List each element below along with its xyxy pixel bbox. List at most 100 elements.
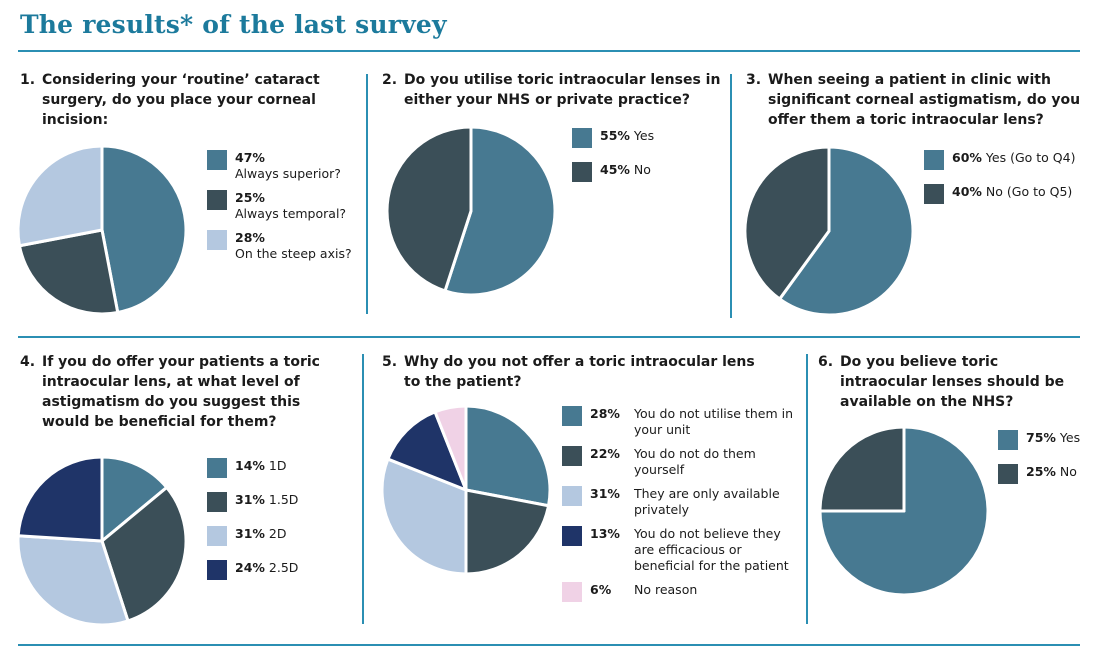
question-number: 5. <box>382 354 398 370</box>
legend-swatch <box>207 458 227 478</box>
pie-slice <box>100 485 188 623</box>
legend-label: Yes <box>1059 430 1081 445</box>
question-number: 1. <box>20 72 36 88</box>
legend-swatch <box>998 464 1018 484</box>
question-2-title: 2. Do you utilise toric intraocular lens… <box>382 70 722 110</box>
bottom-rule <box>18 644 1080 646</box>
question-6-legend: 75% Yes 25% No <box>998 430 1098 498</box>
legend-item: 13% You do not believe they are efficacio… <box>562 526 802 574</box>
legend-swatch <box>562 406 582 426</box>
pie-slice <box>743 145 831 301</box>
question-2-legend: 55% Yes 45% No <box>572 128 722 196</box>
legend-label: No reason <box>634 582 698 597</box>
legend-item: 31% 1.5D <box>207 492 347 512</box>
legend-item: 55% Yes <box>572 128 722 148</box>
question-text: Why do you not offer a toric intraocular… <box>404 354 755 390</box>
legend-label: No (Go to Q5) <box>985 184 1073 199</box>
legend-item: 24% 2.5D <box>207 560 347 580</box>
legend-percent: 25% <box>235 190 265 205</box>
legend-percent: 40% <box>952 184 982 199</box>
pie-slice <box>778 145 915 317</box>
question-1-legend: 47% Always superior? 25% Always temporal? 28… <box>207 150 357 270</box>
legend-label: Yes <box>633 128 655 143</box>
legend-swatch <box>207 526 227 546</box>
question-number: 6. <box>818 354 834 370</box>
legend-item: 28% On the steep axis? <box>207 230 357 262</box>
legend-item: 40% No (Go to Q5) <box>924 184 1094 204</box>
legend-label: 1D <box>268 458 287 473</box>
question-text: When seeing a patient in clinic with sig… <box>768 72 1081 128</box>
legend-swatch <box>572 162 592 182</box>
legend-percent: 28% <box>590 406 620 421</box>
legend-item: 22% You do not do them yourself <box>562 446 802 478</box>
legend-percent: 75% <box>1026 430 1056 445</box>
legend-item: 31% 2D <box>207 526 347 546</box>
question-1-pie-chart <box>16 144 188 316</box>
legend-label: 2.5D <box>268 560 299 575</box>
legend-item: 47% Always superior? <box>207 150 357 182</box>
question-5-title: 5. Why do you not offer a toric intraocu… <box>382 352 762 392</box>
legend-percent: 28% <box>235 230 265 245</box>
legend-label: Always superior? <box>235 166 341 181</box>
question-number: 2. <box>382 72 398 88</box>
legend-label: You do not do them yourself <box>634 446 756 477</box>
top-rule <box>18 50 1080 52</box>
legend-label: No <box>633 162 651 177</box>
pie-slice <box>433 404 468 492</box>
legend-swatch <box>572 128 592 148</box>
question-6-title: 6. Do you believe toric intraocular lens… <box>818 352 1088 412</box>
legend-percent: 60% <box>952 150 982 165</box>
legend-swatch <box>924 184 944 204</box>
legend-swatch <box>924 150 944 170</box>
legend-item: 6% No reason <box>562 582 802 602</box>
legend-percent: 6% <box>590 582 612 597</box>
question-4-legend: 14% 1D 31% 1.5D 31% 2D 24% 2.5D <box>207 458 347 594</box>
legend-percent: 47% <box>235 150 265 165</box>
legend-label: You do not utilise them in your unit <box>634 406 793 437</box>
pie-slice <box>385 125 473 293</box>
question-text: If you do offer your patients a toric in… <box>42 354 320 430</box>
legend-swatch <box>207 560 227 580</box>
question-3-legend: 60% Yes (Go to Q4) 40% No (Go to Q5) <box>924 150 1094 218</box>
column-divider <box>806 354 808 624</box>
question-text: Do you utilise toric intraocular lenses … <box>404 72 721 108</box>
legend-percent: 24% <box>235 560 265 575</box>
legend-percent: 55% <box>600 128 630 143</box>
legend-swatch <box>562 486 582 506</box>
legend-percent: 25% <box>1026 464 1056 479</box>
legend-label: They are only available privately <box>634 486 780 517</box>
legend-label: 1.5D <box>268 492 299 507</box>
pie-slice <box>380 457 468 576</box>
legend-label: No <box>1059 464 1077 479</box>
middle-rule <box>18 336 1080 338</box>
legend-swatch <box>562 582 582 602</box>
pie-slice <box>464 404 552 508</box>
question-1-title: 1. Considering your ‘routine’ cataract s… <box>20 70 340 130</box>
legend-percent: 31% <box>235 492 265 507</box>
pie-slice <box>818 425 990 597</box>
legend-label: You do not believe they are efficacious … <box>634 526 789 573</box>
column-divider <box>730 74 732 318</box>
legend-item: 75% Yes <box>998 430 1098 450</box>
pie-slice <box>818 425 906 513</box>
legend-swatch <box>207 230 227 250</box>
legend-percent: 31% <box>235 526 265 541</box>
legend-percent: 14% <box>235 458 265 473</box>
question-text: Considering your ‘routine’ cataract surg… <box>42 72 320 128</box>
legend-item: 31% They are only available privately <box>562 486 802 518</box>
question-number: 3. <box>746 72 762 88</box>
legend-swatch <box>562 526 582 546</box>
legend-swatch <box>207 492 227 512</box>
pie-slice <box>16 455 104 543</box>
question-number: 4. <box>20 354 36 370</box>
pie-slice <box>100 144 188 315</box>
legend-swatch <box>207 190 227 210</box>
question-text: Do you believe toric intraocular lenses … <box>840 354 1065 410</box>
legend-item: 45% No <box>572 162 722 182</box>
legend-item: 60% Yes (Go to Q4) <box>924 150 1094 170</box>
pie-slice <box>464 488 551 576</box>
pie-slice <box>100 455 169 543</box>
column-divider <box>366 74 368 314</box>
legend-item: 28% You do not utilise them in your unit <box>562 406 802 438</box>
pie-slice <box>16 144 104 248</box>
